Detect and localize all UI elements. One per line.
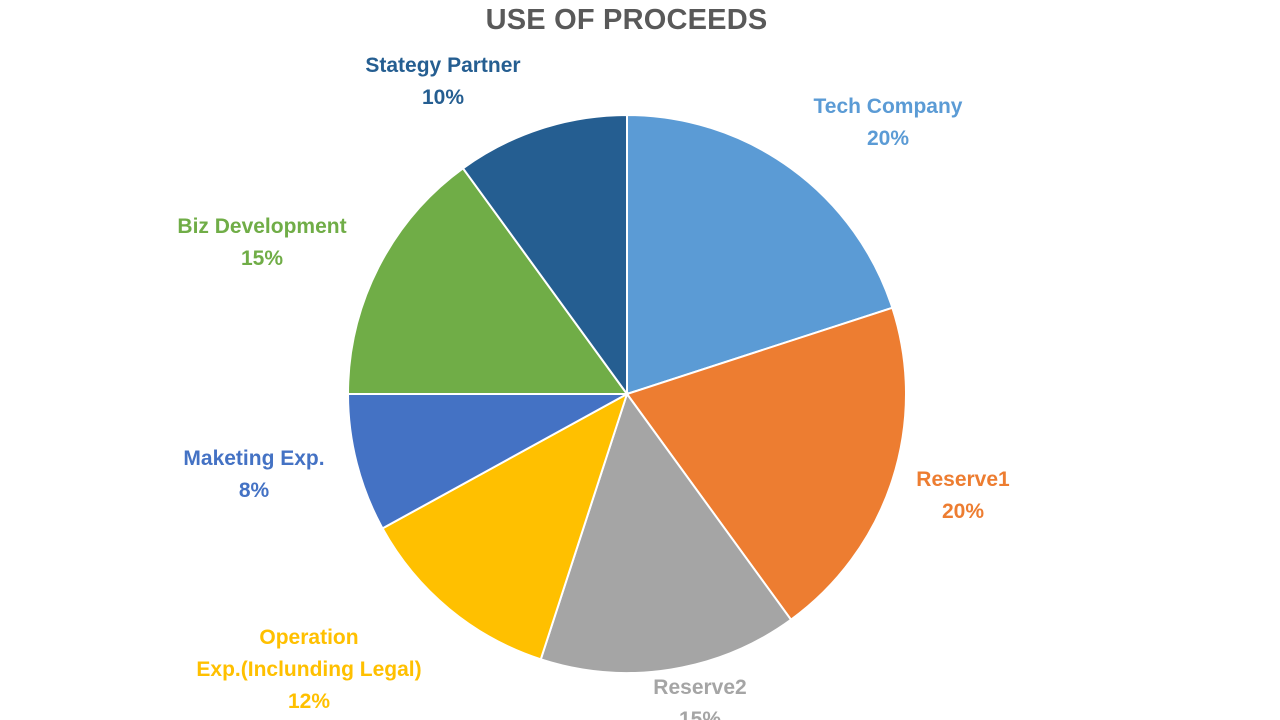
data-label-category: Reserve2 [653, 676, 747, 699]
pie-slice-maketing-exp [346, 393, 628, 530]
data-label-percentage: 20% [866, 127, 910, 150]
data-label-category: Stategy Partner [365, 54, 521, 77]
data-label-percentage: 10% [421, 86, 465, 109]
data-label-category: Tech Company [813, 95, 963, 118]
data-label-percentage: 20% [941, 500, 985, 523]
pie-slice-biz-development [346, 166, 629, 395]
data-label-category: Operation [259, 626, 359, 649]
data-label-maketing-exp: Maketing Exp. 8% [183, 443, 324, 507]
data-label-category: Biz Development [177, 215, 347, 238]
pie-slice-stategy-partner [461, 113, 628, 398]
data-label-stategy-partner: Stategy Partner 10% [365, 50, 520, 114]
data-label-biz-development: Biz Development 15% [177, 211, 346, 275]
pie-slice-reserve2 [539, 391, 793, 674]
data-label-tech-company: Tech Company 20% [814, 91, 963, 155]
pie-slice-operation-exp-inclunding-legal [381, 391, 629, 661]
data-label-percentage: 8% [238, 479, 270, 502]
data-label-percentage: 15% [678, 708, 722, 720]
data-label-category: Maketing Exp. [183, 447, 325, 470]
pie-slice-tech-company [626, 113, 894, 396]
chart-title: USE OF PROCEEDS [485, 4, 768, 36]
data-label-percentage: 12% [287, 690, 331, 713]
data-label-category: Reserve1 [916, 468, 1010, 491]
pie-slice-reserve1 [625, 306, 907, 622]
data-label-reserve2: Reserve2 15% [653, 672, 746, 720]
data-label-category: Exp.(Inclunding Legal) [196, 658, 422, 681]
data-label-percentage: 15% [240, 247, 284, 270]
data-label-reserve1: Reserve1 20% [916, 464, 1009, 528]
data-label-operation-exp-inclunding-legal: Operation Exp.(Inclunding Legal) 12% [196, 622, 421, 718]
